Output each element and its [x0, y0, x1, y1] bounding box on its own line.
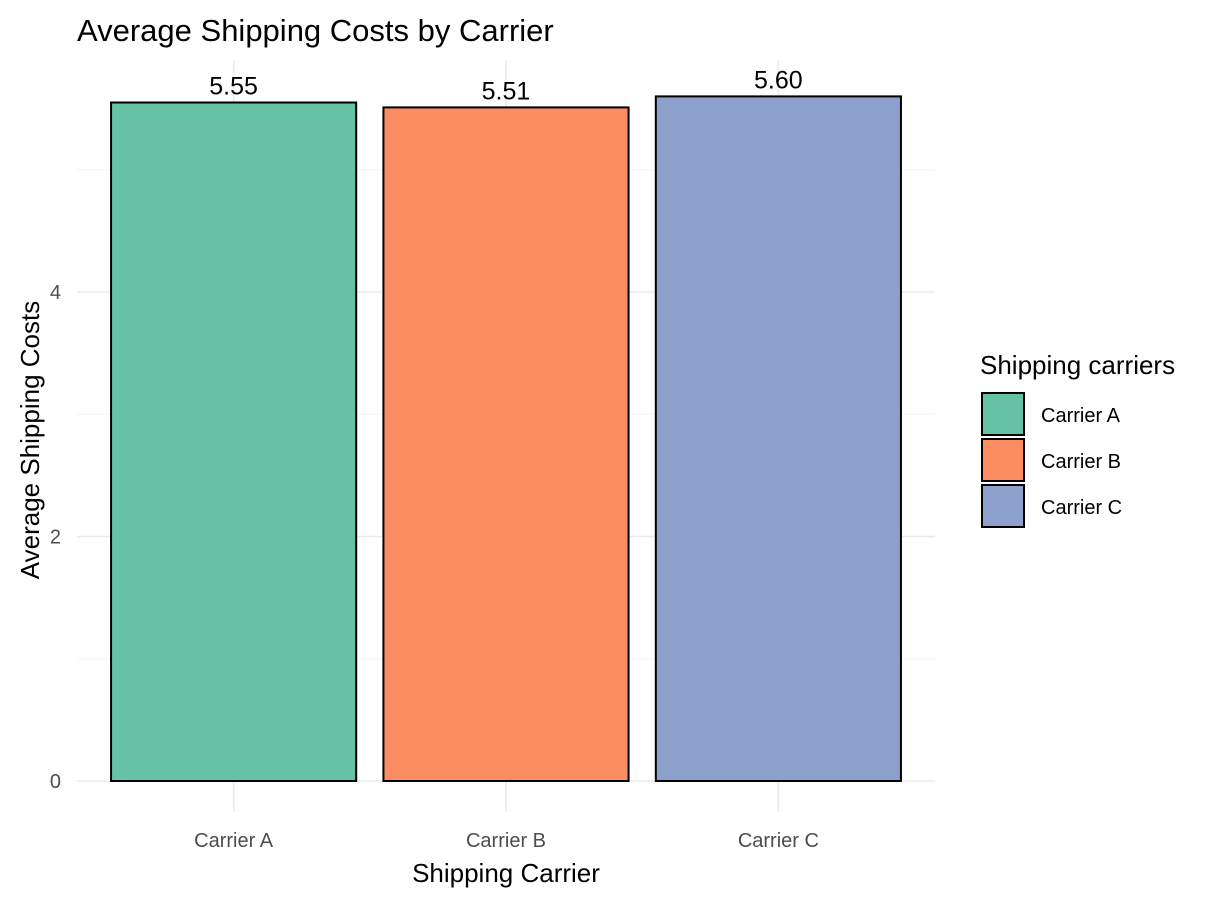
legend-title: Shipping carriers: [980, 350, 1175, 380]
data-label: 5.60: [754, 66, 803, 94]
y-tick-label: 4: [50, 282, 61, 304]
legend-swatch: [981, 484, 1025, 528]
bar: [654, 95, 902, 782]
x-tick-label: Carrier C: [738, 830, 819, 852]
legend-label: Carrier B: [1041, 451, 1121, 473]
x-tick-label: Carrier B: [466, 830, 546, 852]
y-tick-label: 2: [50, 527, 61, 549]
bar: [382, 106, 630, 782]
data-labels: 5.55 5.51 5.60: [209, 66, 802, 105]
chart-title: Average Shipping Costs by Carrier: [77, 13, 554, 48]
legend-label: Carrier C: [1041, 497, 1122, 519]
data-label: 5.55: [209, 73, 258, 101]
x-axis-title: Shipping Carrier: [412, 858, 600, 888]
legend-label: Carrier A: [1041, 405, 1121, 427]
legend-swatch: [981, 392, 1025, 436]
legend-items: Carrier A Carrier B Carrier C: [981, 392, 1122, 528]
y-tick-label: 0: [50, 771, 61, 793]
y-axis-ticks: 0 2 4: [50, 282, 61, 793]
bar: [110, 101, 358, 782]
y-axis-title: Average Shipping Costs: [15, 301, 45, 579]
x-tick-label: Carrier A: [194, 830, 274, 852]
x-axis-ticks: Carrier A Carrier B Carrier C: [194, 830, 819, 852]
data-label: 5.51: [482, 77, 531, 105]
bars: [110, 95, 902, 782]
legend-swatch: [981, 438, 1025, 482]
